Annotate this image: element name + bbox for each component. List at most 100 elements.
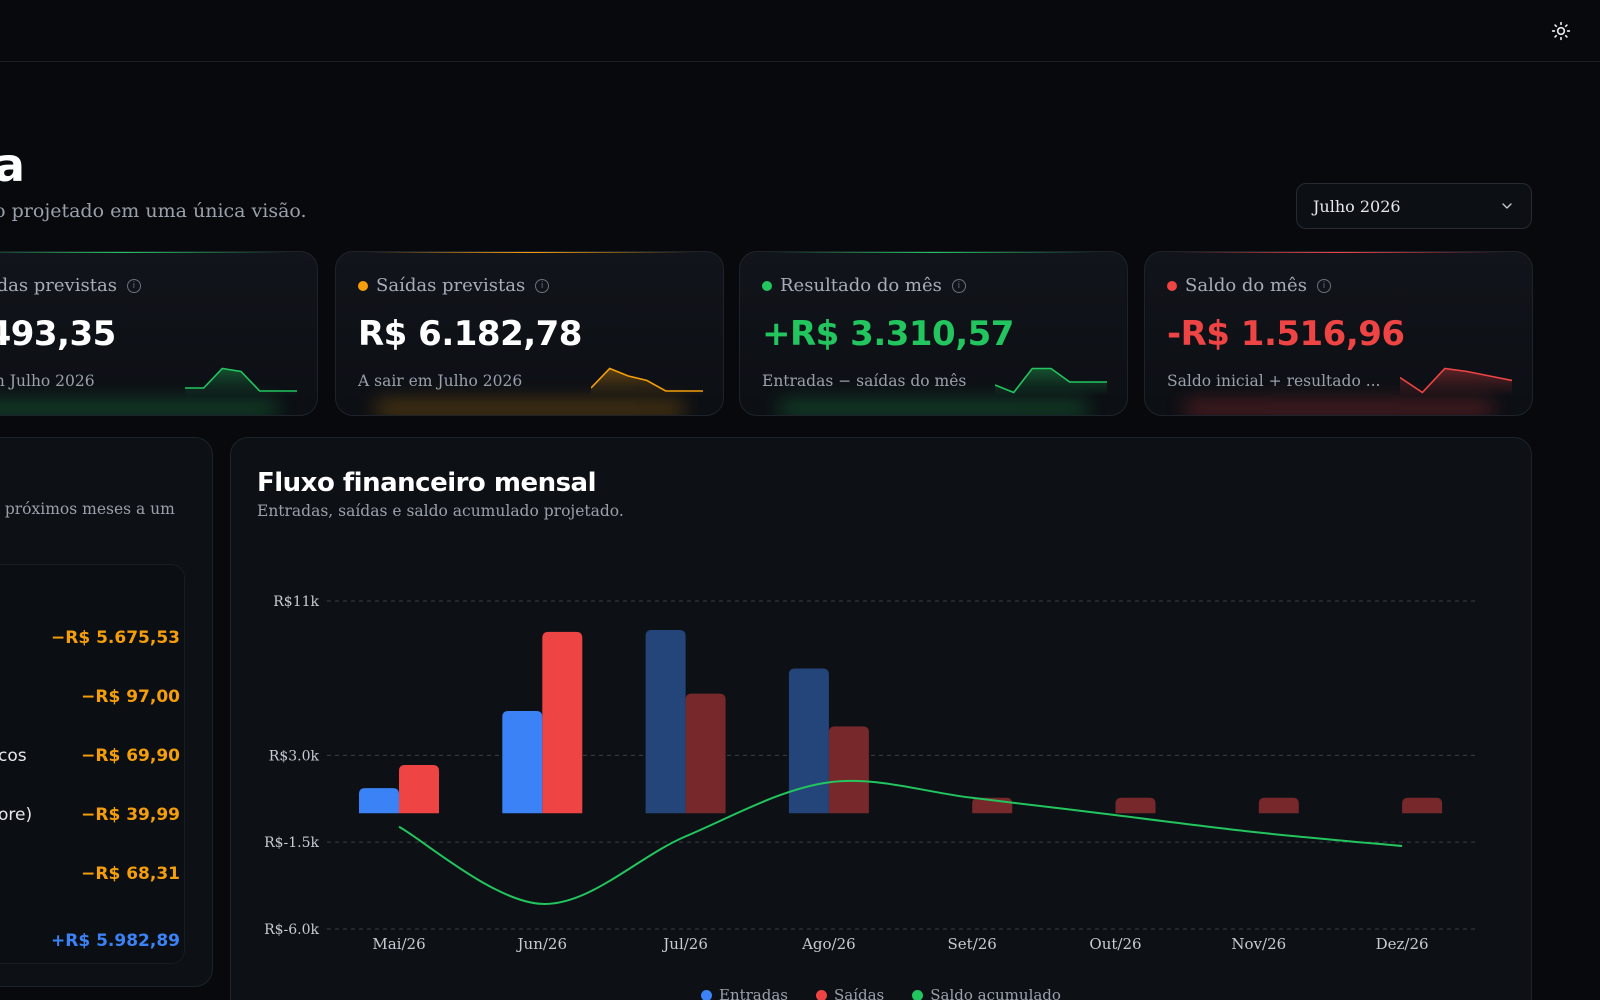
list-item[interactable]: ore) −R$ 39,99	[0, 805, 180, 835]
sparkline-line	[1400, 367, 1512, 394]
card-glow	[376, 402, 683, 415]
kpi-label: Saldo do mês i	[1167, 275, 1331, 296]
kpi-caption: Saldo inicial + resultado ...	[1167, 372, 1381, 390]
sparkline-line	[995, 367, 1107, 394]
item-amount: −R$ 97,00	[81, 687, 180, 707]
kpi-value: 9.493,35	[0, 314, 116, 354]
monthly-flow-chart-panel: R$11k R$3.0k R$-1.5k R$-6.0k Mai/26 Jun/26 Jul…	[230, 437, 1532, 1000]
card-glow	[770, 252, 1097, 253]
item-amount: −R$ 39,99	[81, 805, 180, 825]
sparkline-line	[185, 367, 297, 392]
legend-label: Saldo acumulado	[930, 986, 1061, 1000]
status-dot	[358, 280, 368, 291]
x-tick-label: Ago/26	[801, 935, 856, 953]
month-select[interactable]: Julho 2026	[1296, 183, 1532, 229]
legend-swatch	[816, 989, 827, 1000]
kpi-value: R$ 6.182,78	[358, 314, 582, 354]
card-glow	[780, 402, 1087, 415]
monthly-flow-chart: R$11k R$3.0k R$-1.5k R$-6.0k Mai/26 Jun/26 Jul…	[264, 594, 1477, 953]
item-amount: +R$ 5.982,89	[51, 931, 180, 951]
top-bar	[0, 0, 1600, 62]
y-tick-label: R$3.0k	[269, 748, 320, 764]
sparkline-area	[185, 368, 297, 396]
sparkline-area	[995, 368, 1107, 396]
info-icon[interactable]: i	[126, 278, 141, 293]
kpi-card-saldo: Saldo do mês i -R$ 1.516,96 Saldo inicia…	[1144, 251, 1533, 416]
x-tick-label: Dez/26	[1376, 935, 1429, 953]
sparkline	[185, 367, 297, 396]
x-tick-label: Nov/26	[1231, 935, 1286, 953]
kpi-label-text: Resultado do mês	[780, 275, 942, 296]
kpi-value: -R$ 1.516,96	[1167, 314, 1405, 354]
chart-legend: Entradas Saídas Saldo acumulado	[701, 986, 1061, 1000]
legend-item-entradas[interactable]: Entradas	[701, 986, 788, 1000]
status-dot	[1167, 280, 1177, 291]
kpi-label-text: Saldo do mês	[1185, 275, 1307, 296]
kpi-value: +R$ 3.310,57	[762, 314, 1014, 354]
sparkline-line	[591, 367, 703, 392]
list-item[interactable]: −R$ 5.675,53	[0, 628, 180, 658]
item-name: ore)	[0, 805, 33, 825]
legend-item-saidas[interactable]: Saídas	[816, 986, 884, 1000]
chevron-down-icon	[1502, 203, 1512, 209]
status-dot	[762, 280, 772, 291]
x-tick-label: Out/26	[1089, 935, 1141, 953]
x-tick-label: Jun/26	[516, 935, 567, 953]
kpi-caption: A sair em Julho 2026	[358, 372, 523, 390]
info-icon[interactable]: i	[535, 278, 550, 293]
kpi-card-resultado: Resultado do mês i +R$ 3.310,57 Entradas…	[739, 251, 1128, 416]
bar-saidas	[1258, 797, 1299, 814]
bar-saidas	[1402, 797, 1443, 814]
expenses-list: −R$ 5.675,53 −R$ 97,00 cos −R$ 69,90 ore…	[0, 564, 185, 964]
legend-label: Saídas	[834, 986, 885, 1000]
x-tick-label: Mai/26	[372, 935, 425, 953]
y-tick-label: R$-1.5k	[264, 835, 319, 851]
sparkline-area	[1400, 368, 1512, 396]
page-subtitle: do projetado em uma única visão.	[0, 200, 307, 222]
chart-title: Fluxo financeiro mensal	[257, 468, 597, 498]
sparkline	[1400, 367, 1512, 396]
kpi-caption: Entradas − saídas do mês	[762, 372, 967, 390]
kpi-label: tradas previstas i	[0, 275, 141, 296]
bar-saidas	[1115, 797, 1156, 814]
chart-subtitle: Entradas, saídas e saldo acumulado proje…	[257, 502, 624, 520]
item-amount: −R$ 68,31	[81, 864, 180, 884]
card-glow	[0, 402, 277, 415]
kpi-card-entradas: tradas previstas i 9.493,35 rar em Julho…	[0, 251, 318, 416]
bar-entradas	[788, 668, 829, 814]
info-icon[interactable]: i	[1316, 278, 1331, 293]
list-item[interactable]: −R$ 97,00	[0, 687, 180, 717]
y-tick-label: R$11k	[273, 594, 319, 610]
bar-entradas	[359, 788, 399, 814]
theme-toggle-button[interactable]	[1548, 18, 1574, 44]
saldo-line	[398, 779, 1403, 905]
bar-saidas	[399, 765, 439, 814]
kpi-card-saidas: Saídas previstas i R$ 6.182,78 A sair em…	[335, 251, 724, 416]
card-glow	[1175, 252, 1502, 253]
sparkline-area	[591, 368, 703, 396]
month-select-value: Julho 2026	[1313, 196, 1401, 216]
y-tick-label: R$-6.0k	[264, 922, 319, 938]
kpi-label: Saídas previstas i	[358, 275, 550, 296]
bar-saidas	[685, 693, 726, 814]
bar-saidas	[828, 726, 869, 814]
upcoming-expenses-panel: , próximos meses a um −R$ 5.675,53 −R$ 9…	[0, 437, 213, 987]
legend-swatch	[701, 989, 712, 1000]
kpi-label: Resultado do mês i	[762, 275, 966, 296]
list-item[interactable]: −R$ 68,31	[0, 864, 180, 894]
info-icon[interactable]: i	[951, 278, 966, 293]
bar-saidas	[542, 631, 583, 814]
item-name: cos	[0, 746, 27, 766]
legend-swatch	[912, 989, 924, 1000]
item-amount: −R$ 69,90	[81, 746, 180, 766]
card-glow	[1185, 402, 1492, 415]
sparkline	[591, 367, 703, 396]
kpi-label-text: tradas previstas	[0, 275, 117, 296]
bar-entradas	[502, 710, 543, 814]
legend-item-saldo[interactable]: Saldo acumulado	[912, 986, 1061, 1000]
x-tick-label: Jul/26	[661, 935, 708, 953]
card-glow	[366, 252, 693, 253]
kpi-label-text: Saídas previstas	[376, 275, 526, 296]
list-item[interactable]: cos −R$ 69,90	[0, 746, 180, 776]
panel-subtitle: , próximos meses a um	[0, 500, 175, 518]
